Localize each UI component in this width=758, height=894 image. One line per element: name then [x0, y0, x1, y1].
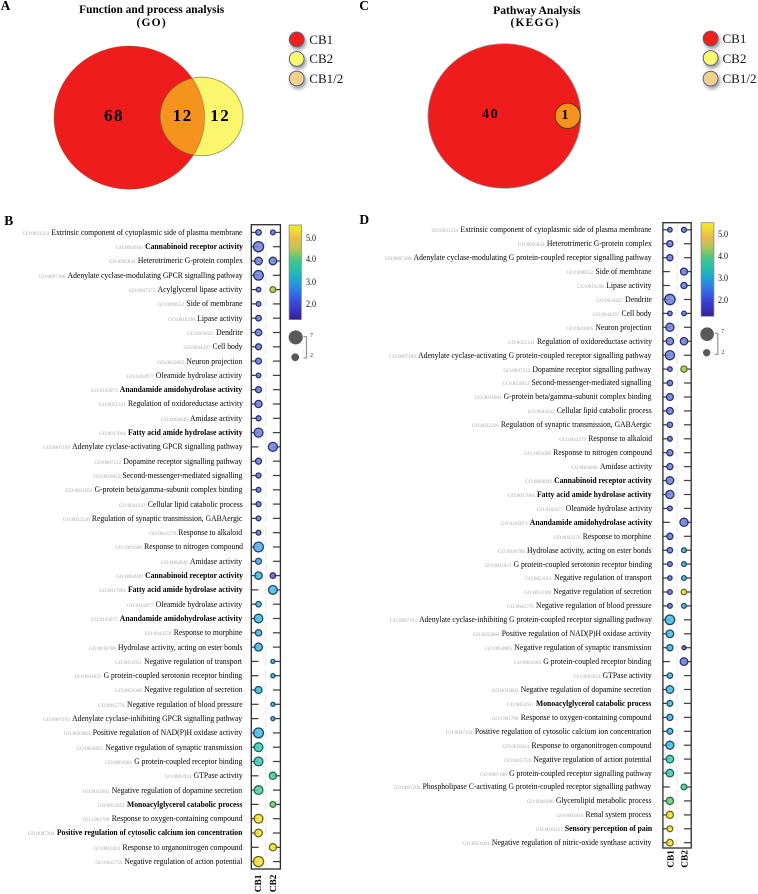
svg-text:CB2: CB2 [681, 850, 691, 868]
svg-text:CB1: CB1 [667, 850, 677, 868]
svg-text:CB2: CB2 [269, 874, 279, 892]
svg-text:CB1: CB1 [254, 874, 264, 892]
